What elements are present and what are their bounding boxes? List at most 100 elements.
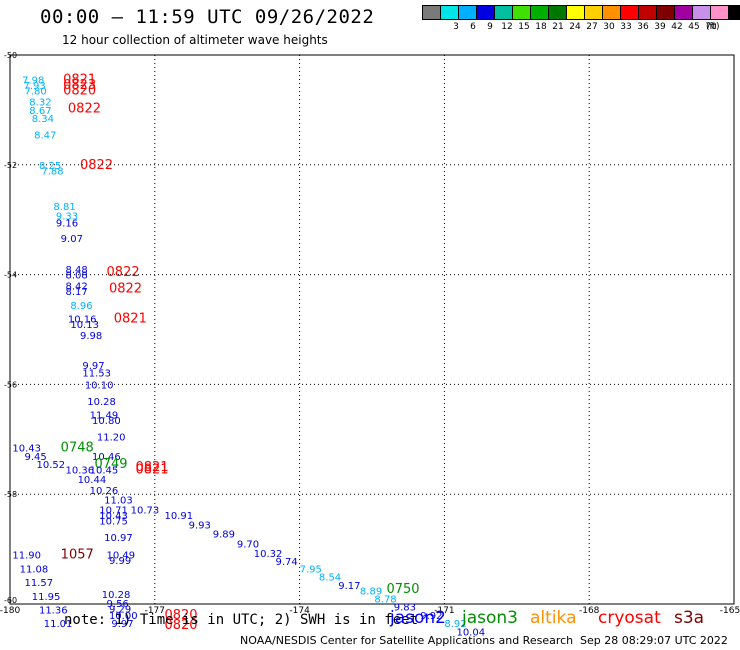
wave-height-label: 11.53	[82, 368, 111, 379]
wave-height-label: 11.01	[44, 619, 73, 630]
legend-label: 27	[586, 22, 598, 32]
legend-label: 3	[453, 22, 459, 32]
wave-height-label: 10.10	[85, 380, 114, 391]
y-tick-label: -50	[4, 51, 17, 60]
wave-height-label: 11.95	[32, 592, 61, 603]
wave-height-label: 9.07	[61, 234, 83, 245]
legend-label: 15	[518, 22, 530, 32]
legend-label: 21	[552, 22, 564, 32]
wave-height-label: 8.17	[66, 287, 88, 298]
wave-height-label: 10.49	[107, 551, 136, 562]
wave-height-label: 7.88	[41, 166, 63, 177]
satellite-altika: altika	[530, 608, 577, 628]
time-label: 0821	[63, 73, 96, 88]
time-label: 0822	[109, 281, 142, 296]
wave-height-label: 9.89	[213, 530, 235, 541]
wave-height-label: 11.90	[12, 551, 41, 562]
legend-label: 33	[620, 22, 632, 32]
wave-height-label: 9.70	[237, 540, 259, 551]
wave-height-label: 10.43	[99, 511, 128, 522]
wave-height-label: 10.28	[87, 397, 116, 408]
wave-height-label: 9.45	[24, 452, 46, 463]
wave-height-label: 9.56	[107, 599, 129, 610]
time-label: 0822	[107, 265, 140, 280]
x-tick-label: -174	[289, 606, 310, 616]
wave-height-label: 8.32	[29, 98, 51, 109]
wave-height-label: 9.83	[394, 603, 416, 614]
wave-height-label: 9.17	[338, 581, 360, 592]
time-label: 0748	[61, 441, 94, 456]
wave-height-label: 7.98	[22, 76, 44, 87]
wave-height-label: 8.81	[53, 202, 75, 213]
wave-height-label: 10.44	[78, 475, 107, 486]
legend-label: 18	[535, 22, 547, 32]
credit-text: NOAA/NESDIS Center for Satellite Applica…	[240, 634, 574, 647]
wave-height-label: 10.91	[164, 511, 193, 522]
wave-height-label: 10.73	[131, 506, 160, 517]
time-label: 0820	[164, 608, 197, 623]
wave-height-label: 8.48	[66, 265, 88, 276]
wave-height-label: 10.43	[12, 444, 41, 455]
wave-height-label: 11.20	[97, 433, 126, 444]
y-tick-label: -58	[4, 490, 17, 499]
wave-height-label: 10.80	[92, 416, 121, 427]
wave-height-label: 10.16	[68, 315, 97, 326]
axis-ticks: -180 -177 -174 -171 -168 -165 -50 -52 -54 -56 -58 -…	[0, 51, 740, 616]
wave-height-label: 11.36	[39, 605, 68, 616]
wave-height-label: 10.13	[70, 320, 99, 331]
wave-height-label: 7.80	[24, 87, 46, 98]
footer-note: note: 1) Time is in UTC; 2) SWH is in fe…	[64, 612, 419, 628]
satellite-jason2: jason2	[390, 608, 446, 628]
legend-label: 6	[470, 22, 476, 32]
legend-label: 36	[637, 22, 649, 32]
time-label: 1057	[61, 548, 94, 563]
wave-height-label: 9.16	[56, 218, 78, 229]
wave-height-label: 9.33	[56, 211, 78, 222]
plot-frame	[9, 54, 735, 605]
wave-height-label: 9.92	[420, 611, 442, 622]
time-label: 0822	[80, 158, 113, 173]
wave-height-label: 8.67	[29, 106, 51, 117]
wave-height-label: 11.03	[104, 496, 133, 507]
wave-height-label: 11.08	[20, 564, 49, 575]
time-label: 0821	[114, 312, 147, 327]
wave-height-label: 10.36	[66, 465, 95, 476]
wave-height-label: 11.57	[24, 578, 53, 589]
y-tick-label: -52	[4, 161, 17, 170]
time-label: 0822	[68, 101, 101, 116]
legend-label: 9	[487, 22, 493, 32]
time-label: 0823	[63, 78, 96, 93]
wave-height-label: 7.95	[300, 564, 322, 575]
x-tick-label: -177	[145, 606, 165, 616]
page-title: 00:00 — 11:59 UTC 09/26/2022	[40, 6, 375, 28]
y-tick-label: -54	[4, 271, 17, 280]
wave-height-label: 9.74	[275, 557, 297, 568]
time-label: 0820	[63, 84, 96, 99]
page-subtitle: 12 hour collection of altimeter wave hei…	[62, 33, 328, 47]
timestamp: Sep 28 08:29:07 UTC 2022	[580, 634, 728, 647]
color-legend	[422, 5, 740, 20]
wave-height-label: 10.97	[104, 533, 133, 544]
time-label: 0821	[135, 460, 168, 475]
wave-height-label: 10.26	[90, 486, 119, 497]
wave-height-label: 10.75	[99, 517, 128, 528]
y-tick-label: -60	[4, 596, 17, 605]
wave-height-label: 9.97	[82, 361, 104, 372]
wave-height-label: 10.04	[456, 627, 485, 638]
wave-height-label: 8.54	[319, 573, 341, 584]
wave-height-label: 8.89	[360, 586, 382, 597]
time-label: 0750	[386, 582, 419, 597]
legend-unit: (ft)	[706, 22, 720, 32]
wave-height-label: 10.71	[99, 506, 128, 517]
wave-height-label: 8.34	[32, 114, 54, 125]
legend-swatch	[728, 5, 740, 20]
legend-label: 12	[501, 22, 513, 32]
legend-label: 70	[705, 22, 717, 32]
wave-height-label: 9.97	[111, 619, 133, 630]
time-label: 0821	[135, 462, 168, 477]
satellite-jason3: jason3	[462, 608, 518, 628]
satellite-cryosat: cryosat	[598, 608, 661, 628]
wave-height-label: 9.98	[80, 331, 102, 342]
legend-label: 30	[603, 22, 615, 32]
